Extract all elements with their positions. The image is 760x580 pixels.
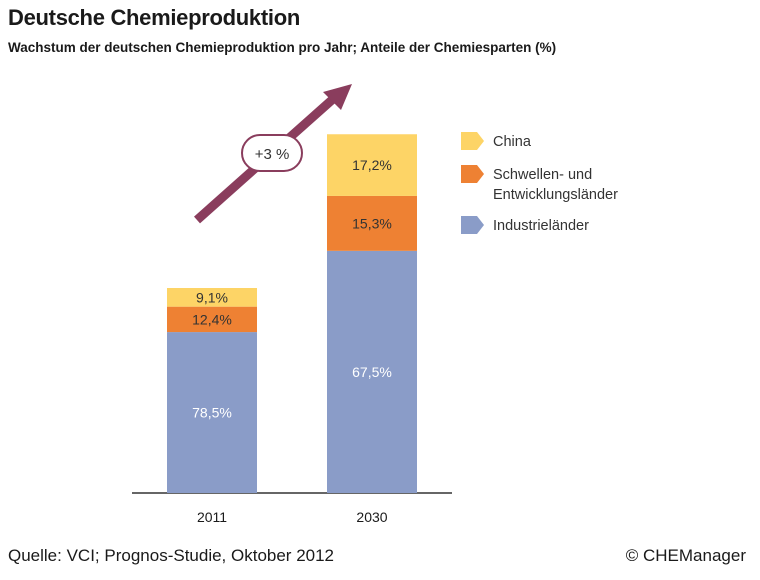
- legend-swatch: [461, 165, 484, 183]
- source-note: Quelle: VCI; Prognos-Studie, Oktober 201…: [8, 546, 335, 565]
- x-tick-label: 2011: [197, 509, 227, 525]
- bar-segment-2030-3: [327, 134, 417, 196]
- copyright-note: © CHEManager: [625, 546, 746, 565]
- bar-segment-2011-2: [167, 306, 257, 333]
- data-label: 17,2%: [352, 157, 392, 173]
- legend-swatch: [461, 216, 484, 234]
- legend-label: China: [493, 134, 532, 150]
- chart-title: Deutsche Chemieproduktion: [8, 5, 300, 30]
- data-label: 78,5%: [192, 405, 232, 421]
- legend-label: Entwicklungsländer: [493, 187, 618, 203]
- growth-annotation-box: [241, 134, 303, 172]
- bar-segment-2030-2: [327, 195, 417, 251]
- growth-annotation: +3 %: [255, 146, 290, 163]
- growth-arrow-head: [323, 84, 352, 110]
- x-tick-label: 2030: [356, 509, 387, 525]
- bar-segment-2011-3: [167, 288, 257, 307]
- data-label: 67,5%: [352, 364, 392, 380]
- data-label: 15,3%: [352, 215, 392, 231]
- legend-label: Schwellen- und: [493, 167, 592, 183]
- legend-label: Industrieländer: [493, 218, 589, 234]
- stacked-bar-chart: 78,5% 12,4% 9,1% 2011 67,5% 15,3% 17,2% 2030 +3 …: [132, 84, 618, 525]
- legend-swatch: [461, 132, 484, 150]
- data-label: 12,4%: [192, 311, 232, 327]
- bar-segment-2011-1: [167, 332, 257, 493]
- bar-segment-2030-1: [327, 250, 417, 493]
- data-label: 9,1%: [196, 289, 228, 305]
- chart-subtitle: Wachstum der deutschen Chemieproduktion …: [8, 40, 557, 55]
